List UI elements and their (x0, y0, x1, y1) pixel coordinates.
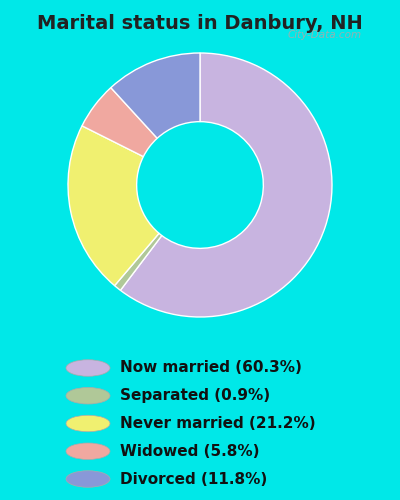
Wedge shape (111, 53, 200, 138)
Text: Separated (0.9%): Separated (0.9%) (120, 388, 270, 403)
Wedge shape (114, 234, 162, 290)
Text: Widowed (5.8%): Widowed (5.8%) (120, 444, 260, 459)
Text: Marital status in Danbury, NH: Marital status in Danbury, NH (37, 14, 363, 33)
Circle shape (66, 360, 110, 376)
Circle shape (66, 443, 110, 460)
Wedge shape (68, 126, 159, 286)
Circle shape (66, 388, 110, 404)
Text: City-Data.com: City-Data.com (288, 30, 362, 40)
Text: Divorced (11.8%): Divorced (11.8%) (120, 472, 267, 486)
Text: Never married (21.2%): Never married (21.2%) (120, 416, 316, 431)
Wedge shape (120, 53, 332, 317)
Text: Now married (60.3%): Now married (60.3%) (120, 360, 302, 376)
Circle shape (66, 415, 110, 432)
Wedge shape (82, 88, 157, 156)
Circle shape (66, 471, 110, 487)
